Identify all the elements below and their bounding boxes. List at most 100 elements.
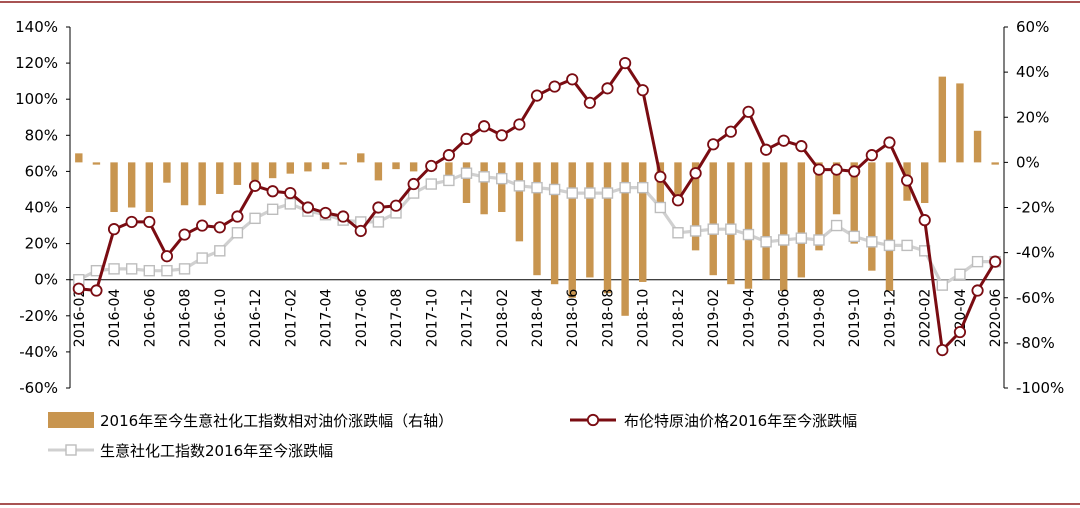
bar bbox=[885, 162, 894, 291]
brent-point bbox=[389, 199, 403, 212]
bar bbox=[762, 162, 770, 280]
brent-point bbox=[883, 136, 896, 149]
x-tick-label: 2019-10 bbox=[847, 289, 863, 348]
bar bbox=[850, 162, 858, 244]
chem-index-point bbox=[760, 236, 772, 248]
chem-index-point bbox=[566, 187, 578, 199]
bar bbox=[550, 162, 559, 285]
chem-index-point bbox=[707, 223, 719, 235]
x-tick-label: 2017-02 bbox=[283, 289, 299, 348]
x-tick-label: 2016-02 bbox=[72, 289, 88, 348]
y-left-tick-label: -60% bbox=[19, 379, 58, 397]
brent-point bbox=[248, 179, 262, 192]
bar bbox=[392, 162, 400, 170]
brent-point bbox=[107, 223, 121, 236]
x-tick-label: 2017-10 bbox=[424, 289, 440, 348]
chem-index-point bbox=[196, 252, 208, 264]
bar bbox=[216, 162, 224, 194]
bar bbox=[533, 162, 541, 276]
brent-point bbox=[812, 163, 826, 176]
y-right-tick-label: -40% bbox=[1016, 244, 1055, 262]
brent-point bbox=[125, 215, 138, 229]
bar bbox=[674, 162, 682, 206]
legend-chem-label: 生意社化工指数2016年至今涨跌幅 bbox=[100, 442, 333, 460]
chem-index-point bbox=[883, 239, 896, 252]
legend-chem-marker bbox=[65, 444, 77, 456]
x-tick-label: 2018-08 bbox=[600, 289, 616, 348]
bar bbox=[304, 162, 312, 172]
x-tick-label: 2017-12 bbox=[460, 289, 476, 348]
chem-index-point bbox=[778, 234, 790, 246]
y-left-tick-label: 120% bbox=[15, 54, 58, 72]
bar bbox=[127, 162, 136, 208]
y-left-tick-label: 20% bbox=[25, 235, 58, 253]
bar bbox=[868, 162, 876, 271]
y-left-tick-label: 80% bbox=[25, 126, 58, 144]
chem-index-point bbox=[266, 203, 279, 216]
brent-point bbox=[90, 284, 103, 297]
y-left-tick-label: 140% bbox=[15, 18, 58, 36]
brent-point bbox=[319, 206, 332, 220]
bar bbox=[832, 162, 841, 215]
bar bbox=[374, 162, 383, 181]
x-tick-label: 2017-06 bbox=[354, 289, 370, 348]
chem-index-point bbox=[496, 172, 508, 185]
x-tick-label: 2016-12 bbox=[248, 289, 264, 348]
brent-point bbox=[513, 118, 526, 131]
bar bbox=[180, 162, 189, 206]
chem-index-point bbox=[372, 216, 385, 228]
chem-index-point bbox=[866, 236, 878, 248]
brent-point bbox=[619, 56, 632, 70]
bar bbox=[956, 83, 964, 163]
brent-point bbox=[372, 201, 385, 214]
y-left-tick-label: 60% bbox=[25, 162, 58, 180]
brent-point bbox=[777, 134, 790, 147]
bar bbox=[515, 162, 524, 242]
y-left-tick-label: 100% bbox=[15, 90, 58, 108]
bar bbox=[691, 162, 700, 251]
bar bbox=[639, 162, 647, 282]
brent-point bbox=[566, 73, 579, 86]
x-tick-label: 2019-02 bbox=[706, 289, 722, 348]
chem-index-point bbox=[637, 181, 649, 194]
x-tick-label: 2020-06 bbox=[988, 289, 1004, 348]
bar bbox=[744, 162, 753, 289]
brent-point bbox=[724, 125, 737, 138]
x-tick-label: 2019-08 bbox=[812, 289, 828, 348]
bar bbox=[75, 153, 83, 163]
bar bbox=[938, 76, 947, 163]
y-right-tick-label: -80% bbox=[1016, 334, 1055, 352]
bar bbox=[445, 162, 453, 176]
x-tick-label: 2018-04 bbox=[530, 289, 546, 348]
x-tick-label: 2016-08 bbox=[178, 289, 194, 348]
y-left-tick-label: -20% bbox=[19, 307, 58, 325]
chem-index-point bbox=[672, 227, 684, 239]
brent-point bbox=[442, 149, 455, 162]
brent-point bbox=[936, 343, 949, 357]
y-left-tick-label: 40% bbox=[25, 199, 58, 217]
chem-index-point bbox=[725, 223, 737, 235]
brent-point bbox=[495, 129, 508, 142]
x-tick-label: 2018-02 bbox=[495, 289, 511, 348]
brent-point bbox=[636, 84, 649, 97]
chem-index-point bbox=[830, 219, 843, 232]
chem-index-point bbox=[954, 268, 966, 280]
chem-index-point bbox=[848, 230, 860, 243]
chem-index-point bbox=[249, 212, 261, 225]
bar bbox=[286, 162, 294, 174]
brent-point bbox=[865, 149, 878, 162]
chem-index-point bbox=[443, 174, 455, 187]
chem-index-point bbox=[478, 171, 490, 183]
brent-point bbox=[301, 201, 315, 214]
chem-index-point bbox=[971, 255, 984, 268]
bar bbox=[233, 162, 242, 185]
bar bbox=[339, 162, 347, 165]
legend: 2016年至今生意社化工指数相对油价涨跌幅（右轴） 布伦特原油价格2016年至今涨… bbox=[48, 412, 857, 460]
brent-point bbox=[795, 140, 808, 153]
plot-area: 140% 120% 100% 80% 60% 40% 20% 0% -20% -40% -60% 60… bbox=[15, 18, 1064, 397]
brent-point bbox=[900, 174, 914, 187]
brent-point bbox=[425, 159, 438, 173]
brent-point bbox=[284, 186, 297, 200]
legend-bar-swatch bbox=[48, 412, 94, 428]
